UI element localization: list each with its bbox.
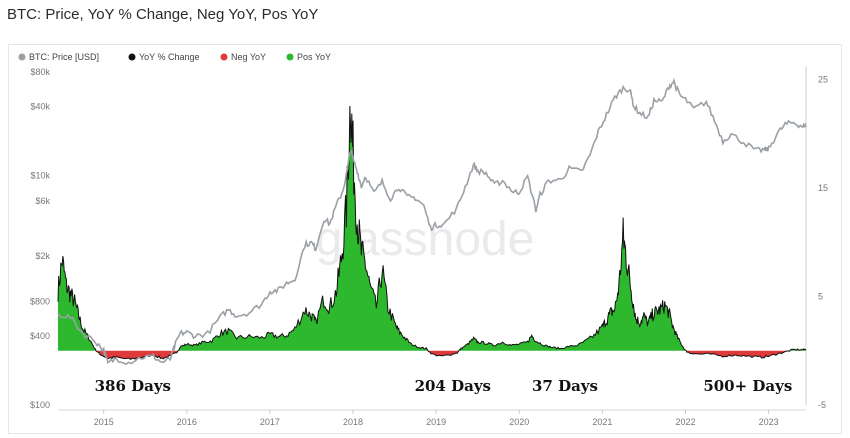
- legend-marker-yoy: [128, 53, 136, 61]
- legend-marker-neg: [220, 53, 228, 61]
- left-tick-label: $400: [30, 331, 50, 341]
- x-tick-label: 2017: [260, 417, 280, 427]
- left-tick-label: $10k: [30, 171, 50, 181]
- btc-price-line: [57, 77, 807, 366]
- left-tick-label: $100: [30, 400, 50, 410]
- right-tick-label: 15: [818, 183, 828, 193]
- annotation-label: 204 Days: [415, 377, 491, 395]
- annotation-label: 386 Days: [95, 377, 171, 395]
- x-tick-label: 2015: [94, 417, 114, 427]
- chart-title: BTC: Price, YoY % Change, Neg YoY, Pos Y…: [7, 6, 319, 23]
- legend-label-yoy: YoY % Change: [139, 52, 200, 62]
- legend-marker-price: [18, 53, 26, 61]
- x-axis: 2015 2016 2017 2018 2019 2020 2021 2022 2023: [94, 410, 779, 427]
- neg-yoy-area: [58, 350, 806, 360]
- legend-label-pos: Pos YoY: [297, 52, 331, 62]
- annotation-label: 500+ Days: [703, 377, 792, 395]
- left-tick-label: $2k: [35, 251, 50, 261]
- x-tick-label: 2022: [675, 417, 695, 427]
- right-axis: 25 15 5 -5: [818, 74, 828, 410]
- x-tick-label: 2023: [759, 417, 779, 427]
- left-tick-label: $80k: [30, 67, 50, 77]
- right-tick-label: 25: [818, 74, 828, 84]
- x-tick-label: 2021: [592, 417, 612, 427]
- left-tick-label: $800: [30, 296, 50, 306]
- x-tick-label: 2018: [343, 417, 363, 427]
- legend-label-price: BTC: Price [USD]: [29, 52, 99, 62]
- left-tick-label: $6k: [35, 196, 50, 206]
- legend-marker-pos: [286, 53, 294, 61]
- x-tick-label: 2019: [426, 417, 446, 427]
- x-tick-label: 2016: [177, 417, 197, 427]
- legend-item-neg[interactable]: Neg YoY: [220, 52, 267, 62]
- right-tick-label: 5: [818, 291, 823, 301]
- annotation-label: 37 Days: [532, 377, 598, 395]
- right-tick-label: -5: [818, 400, 826, 410]
- left-tick-label: $40k: [30, 102, 50, 112]
- legend-item-price[interactable]: BTC: Price [USD]: [18, 52, 100, 62]
- annotations: 386 Days 204 Days 37 Days 500+ Days: [95, 377, 793, 395]
- legend-item-pos[interactable]: Pos YoY: [286, 52, 332, 62]
- yoy-area-group: [57, 105, 807, 360]
- x-tick-label: 2020: [509, 417, 529, 427]
- chart-frame: [8, 44, 842, 434]
- legend-item-yoy[interactable]: YoY % Change: [128, 52, 200, 62]
- left-axis: $80k $40k $10k $6k $2k $800 $400 $100: [30, 67, 51, 410]
- legend-label-neg: Neg YoY: [231, 52, 266, 62]
- legend: BTC: Price [USD] YoY % Change Neg YoY Po…: [18, 52, 332, 62]
- yoy-change-line: [57, 105, 807, 360]
